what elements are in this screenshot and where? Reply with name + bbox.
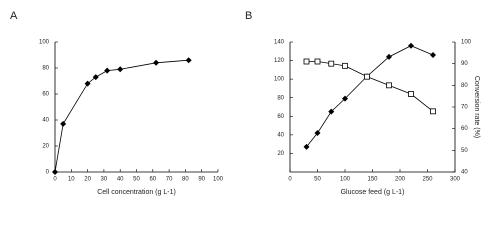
series-line bbox=[306, 61, 434, 112]
y2-tick-label: 90 bbox=[461, 61, 468, 67]
x-axis-title: Cell concentration (g L-1) bbox=[97, 189, 176, 196]
panel-label: B bbox=[245, 10, 252, 22]
marker bbox=[84, 80, 91, 87]
marker bbox=[386, 82, 392, 89]
marker bbox=[386, 53, 392, 60]
y2-tick-label: 60 bbox=[461, 126, 468, 132]
marker bbox=[104, 67, 111, 74]
x-tick-label: 250 bbox=[422, 177, 433, 183]
marker bbox=[117, 66, 124, 73]
y-tick-label: 140 bbox=[274, 40, 285, 46]
x-tick-label: 0 bbox=[288, 177, 292, 183]
axis-frame bbox=[54, 42, 218, 173]
x-tick-label: 90 bbox=[198, 177, 205, 183]
y-tick-label: 100 bbox=[39, 40, 50, 46]
x-tick-label: 60 bbox=[149, 177, 156, 183]
marker bbox=[430, 108, 436, 115]
y-tick-label: 60 bbox=[42, 92, 49, 98]
y2-axis-title: Conversion rate (%) bbox=[473, 76, 480, 138]
x-tick-label: 300 bbox=[450, 177, 461, 183]
marker bbox=[408, 42, 414, 49]
y-tick-label: 20 bbox=[42, 144, 49, 150]
marker bbox=[314, 130, 321, 136]
y2-tick-label: 70 bbox=[461, 105, 468, 111]
y2-tick-label: 100 bbox=[461, 40, 472, 46]
series-line bbox=[54, 59, 189, 173]
x-tick-label: 150 bbox=[367, 177, 378, 183]
marker bbox=[328, 108, 335, 115]
x-axis-title: Glucose feed (g L-1) bbox=[341, 189, 405, 196]
x-tick-label: 70 bbox=[166, 177, 173, 183]
marker bbox=[364, 73, 370, 80]
y-tick-label: 0 bbox=[46, 170, 50, 176]
panel-label: A bbox=[10, 10, 18, 22]
series-line bbox=[306, 45, 434, 148]
marker bbox=[342, 62, 348, 69]
y-tick-label: 100 bbox=[274, 77, 285, 83]
marker bbox=[314, 58, 321, 65]
marker bbox=[153, 59, 160, 66]
x-tick-label: 100 bbox=[213, 177, 224, 183]
marker bbox=[185, 57, 192, 64]
y-tick-label: 120 bbox=[274, 58, 285, 64]
x-tick-label: 0 bbox=[53, 177, 57, 183]
y-tick-label: 20 bbox=[277, 151, 284, 157]
y-tick-label: 40 bbox=[42, 118, 49, 124]
marker bbox=[60, 120, 67, 127]
x-tick-label: 20 bbox=[84, 177, 91, 183]
marker bbox=[303, 58, 310, 65]
y-tick-label: 80 bbox=[277, 95, 284, 101]
marker bbox=[430, 52, 436, 58]
x-tick-label: 100 bbox=[340, 177, 351, 183]
x-tick-label: 50 bbox=[133, 177, 140, 183]
y2-tick-label: 50 bbox=[461, 148, 468, 154]
figure: A 0 10 20 30 40 50 60 70 80 90 100 0 20 40 60 80 100 Cell … bbox=[10, 10, 480, 196]
y2-tick-label: 80 bbox=[461, 83, 468, 89]
marker bbox=[342, 95, 348, 102]
marker bbox=[408, 91, 414, 97]
y2-tick-label: 40 bbox=[461, 170, 468, 176]
marker bbox=[92, 74, 99, 81]
y-tick-label: 60 bbox=[277, 114, 284, 120]
y-tick-label: 40 bbox=[277, 132, 284, 138]
x-tick-label: 30 bbox=[101, 177, 108, 183]
x-tick-label: 40 bbox=[117, 177, 124, 183]
x-tick-label: 50 bbox=[314, 177, 321, 183]
y-tick-label: 80 bbox=[42, 66, 49, 72]
marker bbox=[52, 169, 58, 175]
x-tick-label: 10 bbox=[68, 177, 75, 183]
marker bbox=[303, 143, 310, 150]
x-tick-label: 80 bbox=[182, 177, 189, 183]
x-tick-label: 200 bbox=[395, 177, 406, 183]
marker bbox=[328, 60, 335, 67]
